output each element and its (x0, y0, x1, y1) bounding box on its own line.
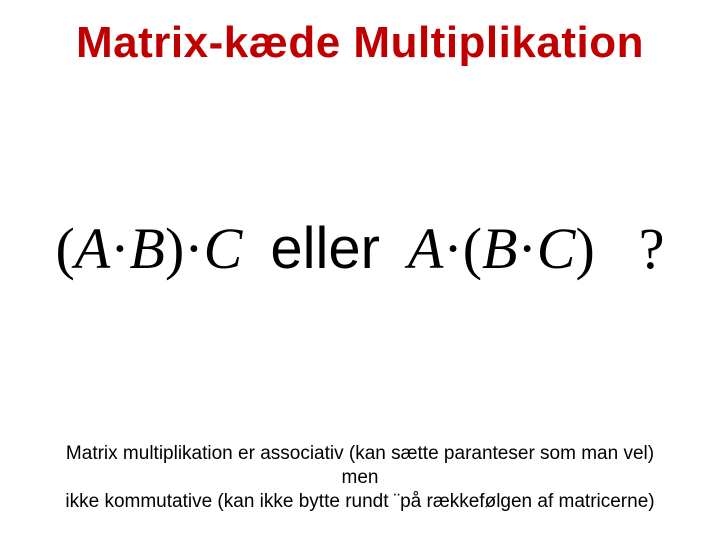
footer-text: Matrix multiplikation er associativ (kan… (60, 442, 660, 513)
footer-line-1: Matrix multiplikation er associativ (kan… (66, 443, 654, 488)
word-eller: eller (270, 216, 380, 281)
var-c-1: C (204, 216, 243, 281)
dot-4: · (517, 216, 536, 281)
footer-line-2: ikke kommutative (kan ikke bytte rundt ¨… (65, 491, 654, 512)
right-paren-open: ( (463, 216, 482, 281)
right-paren-close: ) (575, 216, 594, 281)
dot-1: · (110, 216, 129, 281)
left-paren-close: ) (165, 216, 184, 281)
var-b-2: B (482, 216, 517, 281)
left-paren-open: ( (55, 216, 74, 281)
dot-2: · (184, 216, 203, 281)
question-mark: ? (639, 216, 665, 281)
slide-title: Matrix-kæde Multiplikation (0, 18, 720, 68)
dot-3: · (443, 216, 462, 281)
var-a-1: A (75, 216, 110, 281)
var-c-2: C (537, 216, 576, 281)
formula-row: (A·B)·CellerA·(B·C)? (0, 215, 720, 282)
var-b-1: B (130, 216, 165, 281)
var-a-2: A (408, 216, 443, 281)
slide: Matrix-kæde Multiplikation (A·B)·CellerA… (0, 0, 720, 540)
